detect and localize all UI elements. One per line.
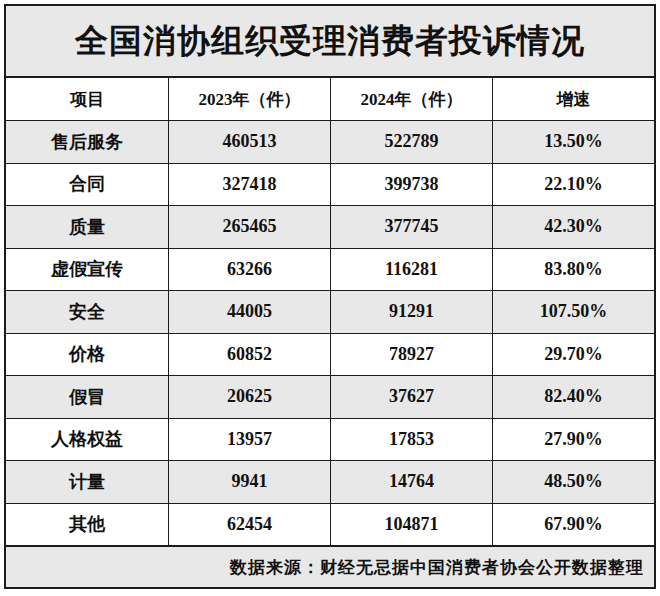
row-value: 17853 [330, 419, 492, 461]
row-item-label: 其他 [6, 504, 168, 546]
row-value: 327418 [168, 164, 330, 206]
row-value: 62454 [168, 504, 330, 546]
row-item-label: 价格 [6, 334, 168, 376]
row-value: 377745 [330, 206, 492, 248]
row-value: 265465 [168, 206, 330, 248]
row-value: 63266 [168, 249, 330, 291]
complaints-infographic: 全国消协组织受理消费者投诉情况 项目 2023年（件） 2024年（件） 增速 … [0, 0, 660, 596]
row-item-label: 计量 [6, 461, 168, 503]
table-row: 合同32741839973822.10% [6, 163, 654, 206]
table-row: 人格权益139571785327.90% [6, 418, 654, 461]
row-value: 91291 [330, 291, 492, 333]
column-header-growth: 增速 [492, 78, 654, 120]
row-value: 522789 [330, 121, 492, 163]
row-value: 399738 [330, 164, 492, 206]
table-row: 价格608527892729.70% [6, 333, 654, 376]
row-value: 13957 [168, 419, 330, 461]
row-value: 460513 [168, 121, 330, 163]
page-title: 全国消协组织受理消费者投诉情况 [6, 6, 654, 78]
row-item-label: 质量 [6, 206, 168, 248]
row-value: 83.80% [492, 249, 654, 291]
column-header-item: 项目 [6, 78, 168, 120]
row-value: 48.50% [492, 461, 654, 503]
column-header-2023: 2023年（件） [168, 78, 330, 120]
row-value: 44005 [168, 291, 330, 333]
row-value: 14764 [330, 461, 492, 503]
data-source-note: 数据来源：财经无忌据中国消费者协会公开数据整理 [6, 545, 654, 587]
row-item-label: 假冒 [6, 376, 168, 418]
row-value: 116281 [330, 249, 492, 291]
table-row: 假冒206253762782.40% [6, 375, 654, 418]
column-header-2024: 2024年（件） [330, 78, 492, 120]
row-value: 82.40% [492, 376, 654, 418]
row-value: 9941 [168, 461, 330, 503]
row-item-label: 售后服务 [6, 121, 168, 163]
table-header-row: 项目 2023年（件） 2024年（件） 增速 [6, 78, 654, 120]
row-value: 22.10% [492, 164, 654, 206]
table-row: 质量26546537774542.30% [6, 205, 654, 248]
row-value: 107.50% [492, 291, 654, 333]
row-item-label: 人格权益 [6, 419, 168, 461]
row-value: 42.30% [492, 206, 654, 248]
table-row: 虚假宣传6326611628183.80% [6, 248, 654, 291]
table-row: 安全4400591291107.50% [6, 290, 654, 333]
row-item-label: 安全 [6, 291, 168, 333]
row-value: 104871 [330, 504, 492, 546]
table-frame: 全国消协组织受理消费者投诉情况 项目 2023年（件） 2024年（件） 增速 … [4, 4, 656, 589]
row-value: 20625 [168, 376, 330, 418]
row-item-label: 合同 [6, 164, 168, 206]
row-item-label: 虚假宣传 [6, 249, 168, 291]
table-row: 计量99411476448.50% [6, 460, 654, 503]
row-value: 29.70% [492, 334, 654, 376]
row-value: 60852 [168, 334, 330, 376]
row-value: 27.90% [492, 419, 654, 461]
row-value: 13.50% [492, 121, 654, 163]
row-value: 37627 [330, 376, 492, 418]
row-value: 67.90% [492, 504, 654, 546]
row-value: 78927 [330, 334, 492, 376]
table-row: 其他6245410487167.90% [6, 503, 654, 546]
table-row: 售后服务46051352278913.50% [6, 120, 654, 163]
table-body: 售后服务46051352278913.50%合同32741839973822.1… [6, 120, 654, 545]
